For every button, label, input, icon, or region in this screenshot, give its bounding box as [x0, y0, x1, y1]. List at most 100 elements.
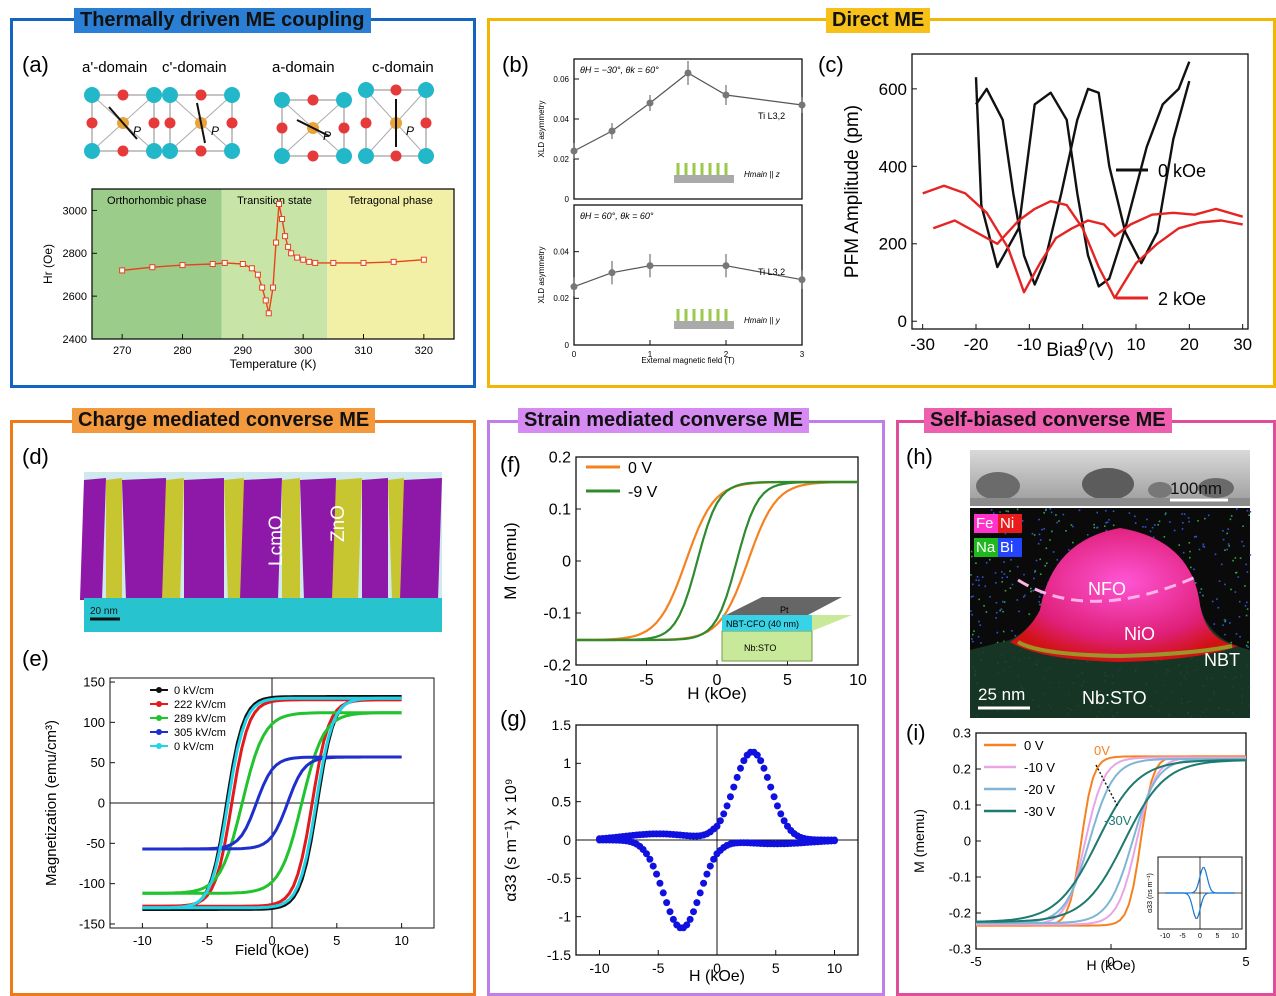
alpha-point: [773, 802, 781, 810]
pfm-loop: [932, 200, 1243, 300]
annotation-arrow: [1095, 764, 1119, 808]
eds-pixel: [1226, 532, 1228, 535]
eds-pixel: [989, 596, 991, 598]
eds-pixel: [1173, 529, 1176, 532]
alpha-point: [666, 908, 674, 916]
lcmo-column: [184, 478, 224, 600]
panel-label-b: (b): [502, 52, 529, 77]
m-h-loop: [976, 755, 1246, 927]
a-site-atom: [224, 87, 240, 103]
eds-pixel: [970, 610, 972, 612]
panel-h-region-nbt: NBT: [1204, 650, 1240, 670]
oxygen-atom: [164, 117, 176, 129]
legend-label: 0 V: [1024, 738, 1044, 753]
panel-label-f: (f): [500, 452, 521, 477]
panel-label-e: (e): [22, 646, 49, 671]
y-tick-label: -0.2: [543, 658, 571, 675]
legend-label: 0 kV/cm: [174, 685, 214, 697]
hr-point: [390, 258, 397, 265]
alpha-point: [716, 817, 724, 825]
y-tick-label: 0.04: [553, 247, 569, 256]
eds-pixel: [1038, 601, 1040, 603]
eds-pixel: [1242, 545, 1245, 547]
y-tick-label: 0.2: [953, 762, 971, 777]
hr-point: [262, 297, 269, 304]
x-tick-label: -10: [589, 960, 609, 976]
legend-label: -10 V: [1024, 760, 1055, 775]
eds-pixel: [1039, 539, 1042, 541]
oxygen-atom: [195, 145, 207, 157]
x-tick-label: -5: [652, 960, 665, 976]
eds-pixel: [980, 642, 982, 644]
panel-label-c: (c): [818, 52, 844, 77]
y-tick-label: 0.5: [552, 794, 572, 810]
eds-pixel: [1007, 510, 1010, 513]
legend-label: 0 V: [628, 460, 652, 477]
x-tick-label: 10: [849, 672, 867, 689]
legend-label: 0 kOe: [1158, 161, 1206, 181]
y-axis-label: Magnetization (emu/cm³): [43, 720, 60, 886]
y-tick-label: 0.04: [553, 115, 569, 124]
eds-pixel: [1033, 577, 1035, 580]
eds-pixel: [978, 584, 980, 587]
substrate-block: [674, 321, 734, 329]
x-tick-label: 0: [713, 672, 722, 689]
legend-label: -30 V: [1024, 804, 1055, 819]
eds-pixel: [1244, 585, 1246, 587]
eds-pixel: [1193, 568, 1195, 571]
eds-pixel: [1096, 526, 1099, 529]
xld-point: [798, 276, 806, 284]
eds-pixel: [1214, 553, 1217, 556]
hr-point: [239, 261, 246, 267]
eds-pixel: [978, 620, 980, 623]
element-legend-label: Na: [976, 539, 996, 556]
eds-pixel: [1049, 508, 1052, 510]
y-tick-label: 200: [879, 235, 907, 254]
element-legend-label: Fe: [976, 515, 994, 532]
alpha-point: [659, 889, 667, 897]
y-tick-label: -0.5: [547, 870, 571, 886]
y-tick-label: -1.5: [547, 947, 571, 963]
eds-pixel: [1068, 549, 1070, 551]
hr-point: [306, 258, 313, 265]
alpha-point: [831, 837, 838, 845]
eds-pixel: [1040, 592, 1042, 595]
eds-pixel: [1003, 601, 1006, 603]
panel-c-chart: -30 -20 -10 0 10 20 30 0 200 400 600 Bias (V) PFM Am…: [842, 53, 1252, 361]
eds-pixel: [1072, 541, 1074, 544]
inset-label-film: NBT-CFO (40 nm): [726, 619, 799, 629]
oxygen-atom: [307, 94, 319, 106]
x-tick-label: 280: [173, 345, 191, 357]
eds-pixel: [1043, 512, 1045, 514]
zno-column: [106, 478, 122, 600]
eds-pixel: [1204, 517, 1206, 520]
pfm-loop: [922, 184, 1244, 294]
panel-label-h: (h): [906, 444, 933, 469]
eds-pixel: [975, 579, 978, 581]
y-tick-label: 1: [563, 755, 571, 771]
alpha-point: [646, 855, 654, 863]
eds-pixel: [1056, 521, 1058, 524]
alpha-point: [740, 757, 748, 765]
a-site-atom: [418, 148, 434, 164]
m-h-loop: [976, 756, 1246, 926]
eds-pixel: [995, 601, 998, 604]
eds-pixel: [1142, 525, 1144, 528]
phase-label: Orthorhombic phase: [107, 195, 207, 207]
y-axis-label: Hr (Oe): [41, 244, 55, 284]
panel-label-g: (g): [500, 706, 527, 731]
m-h-loop: [976, 759, 1247, 923]
eds-pixel: [1105, 529, 1108, 532]
alpha-point: [737, 764, 744, 772]
m-h-loop: [576, 480, 858, 642]
eds-pixel: [1199, 591, 1201, 594]
x-tick-label: -10: [133, 933, 152, 948]
eds-pixel: [1149, 530, 1152, 533]
alpha-point: [760, 764, 768, 772]
zno-column: [162, 478, 184, 600]
legend-marker-diamond: [156, 743, 162, 749]
eds-pixel: [1021, 520, 1024, 522]
panel-f-chart: -10 -5 0 5 10 -0.2 -0.1 0 0.1 0.2 H (kOe) M (memu) 0…: [501, 450, 867, 703]
eds-pixel: [1194, 582, 1197, 584]
